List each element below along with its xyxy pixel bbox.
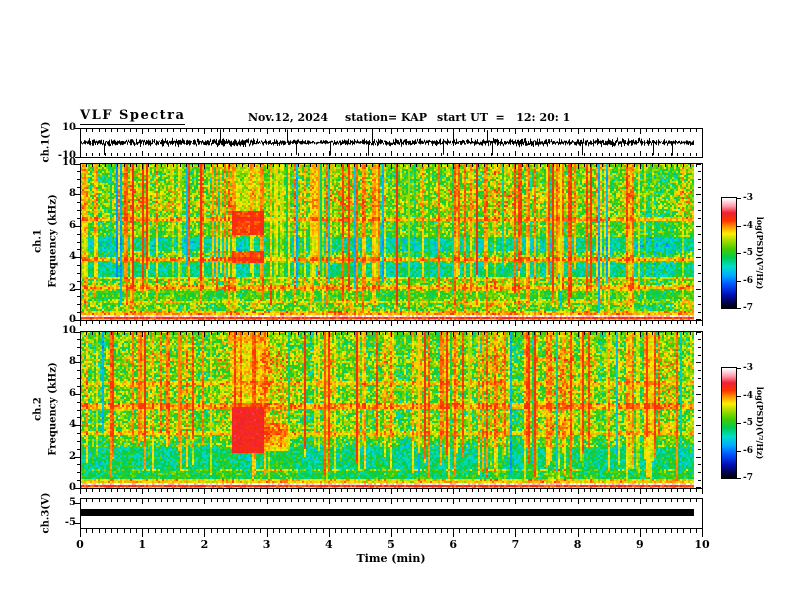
colorbar-tick-label: -5 [743,248,753,258]
frequency-tick-label: 10 [62,157,76,168]
time-tick-label: 9 [635,538,644,551]
time-tick-label: 2 [200,538,209,551]
colorbar-tick-label: -4 [743,220,753,231]
time-tick-label: 5 [387,538,395,551]
colorbar-tick-label: -6 [743,445,753,456]
frequency-tick-label: 10 [62,325,76,336]
colorbar-tick-label: -3 [743,363,753,373]
colorbar-tick-label: -7 [743,303,753,313]
frequency-tick-label: 2 [69,282,76,294]
time-tick-label: 4 [324,538,333,551]
frequency-tick-label: 0 [69,482,76,493]
time-tick-label: 10 [694,538,710,551]
frequency-tick-label: 4 [69,419,76,431]
colorbar-tick-label: -3 [743,193,753,203]
frequency-tick-label: 2 [69,450,76,462]
frequency-tick-label: 6 [69,219,76,231]
frequency-tick-label: 6 [69,387,76,399]
colorbar-tick-label: -4 [743,390,753,401]
time-tick-label: 3 [262,538,271,551]
frequency-tick-label: 8 [69,188,76,200]
time-tick-label: 8 [573,538,582,551]
ch3-voltage-tick-label: 5 [69,497,76,508]
ch3-voltage-tick-label: -5 [64,517,76,528]
time-tick-label: 0 [76,538,84,551]
ch1-voltage-tick-label: -10 [57,150,76,161]
frequency-tick-label: 4 [69,251,76,263]
colorbar-tick-label: -6 [743,275,753,286]
colorbar-tick-label: -7 [743,473,753,483]
ch1-voltage-tick-label: 10 [62,122,76,133]
time-tick-label: 6 [449,538,458,551]
colorbar-tick-label: -5 [743,418,753,428]
time-tick-label: 7 [511,538,520,551]
time-tick-label: 1 [138,538,147,551]
frequency-tick-label: 0 [69,314,76,325]
frequency-tick-label: 8 [69,356,76,368]
